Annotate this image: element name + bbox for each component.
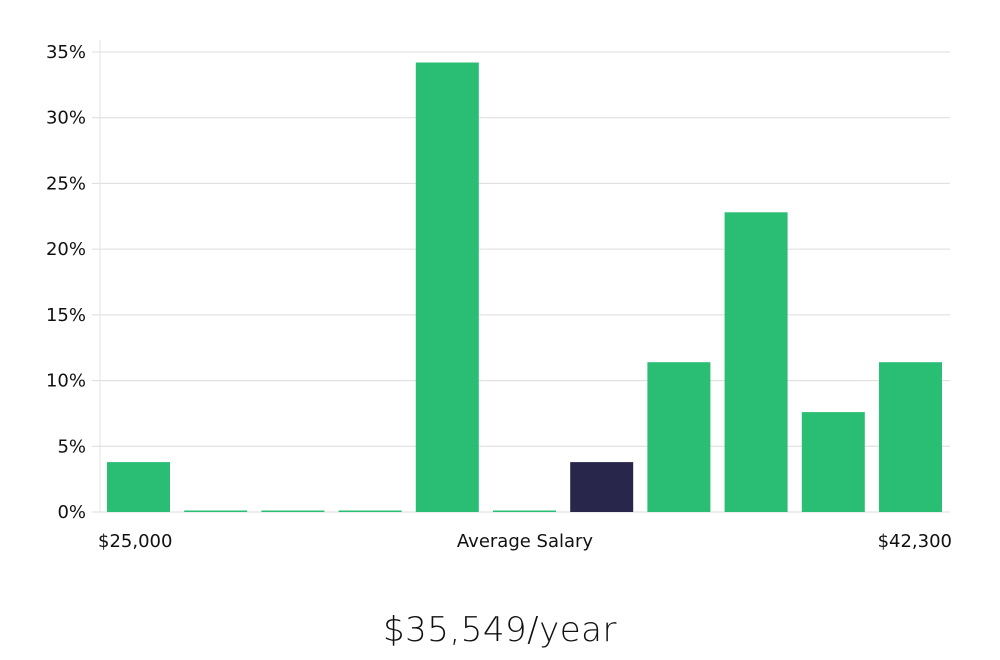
salary-histogram: 0% 5% 10% 15% 20% 25% 30% 35% $25,000 Average S… (46, 40, 952, 552)
y-tick-label: 15% (46, 305, 86, 326)
bar (724, 212, 788, 513)
y-tick-label: 35% (46, 42, 86, 63)
bar (261, 510, 325, 512)
bar (801, 412, 865, 512)
bar (647, 362, 711, 512)
y-tick-label: 25% (46, 173, 86, 194)
y-tick-label: 0% (57, 502, 86, 523)
y-axis-ticks: 0% 5% 10% 15% 20% 25% 30% 35% (46, 42, 86, 523)
bar (338, 510, 402, 512)
x-axis-title: Average Salary (457, 531, 594, 552)
gridlines (92, 51, 950, 513)
x-min-label: $25,000 (98, 531, 172, 552)
bar-highlighted (570, 462, 634, 512)
bar (107, 462, 170, 512)
y-tick-label: 10% (46, 371, 86, 392)
y-tick-label: 20% (46, 239, 86, 260)
bar (184, 510, 248, 512)
bars (107, 62, 942, 513)
average-salary-value: $35,549/year (383, 610, 617, 650)
bar (879, 362, 942, 512)
y-tick-label: 30% (46, 108, 86, 129)
y-tick-label: 5% (57, 436, 86, 457)
x-max-label: $42,300 (878, 531, 952, 552)
bar (493, 510, 556, 512)
bar (415, 62, 479, 512)
